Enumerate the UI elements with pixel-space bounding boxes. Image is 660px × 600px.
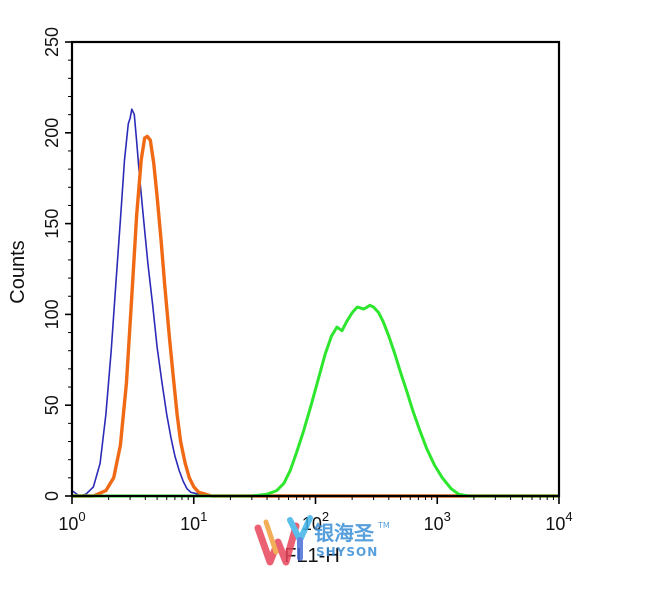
watermark-trademark: TM [377,521,390,530]
watermark-brand-en: SHYSON [316,545,378,559]
series-3-line [72,303,559,498]
series-group [71,108,559,498]
plot-frame [70,40,561,498]
y-tick-label: 250 [42,27,62,57]
watermark-logo [254,515,313,566]
y-tick-label: 200 [42,118,62,148]
y-tick-label: 0 [42,491,62,501]
series-1-line [71,108,559,497]
y-axis: 0 50 100 150 200 250 [42,27,72,501]
series-2-line [72,134,559,498]
y-axis-label: Counts [7,240,29,303]
x-tick-label: 103 [424,509,451,534]
watermark-brand-cn: 银海圣 [314,521,375,545]
y-tick-label: 150 [42,209,62,239]
watermark: 银海圣 TM SHYSON [254,515,390,566]
x-tick-label: 100 [58,509,85,534]
y-tick-label: 100 [42,299,62,329]
x-tick-label: 104 [545,509,572,534]
x-tick-label: 101 [180,509,207,534]
y-tick-label: 50 [42,395,62,415]
